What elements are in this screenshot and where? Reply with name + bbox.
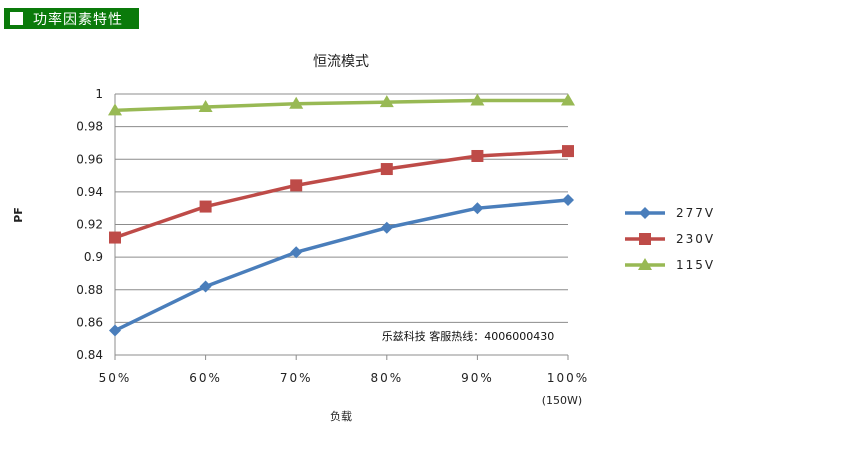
section-title: 功率因素特性	[33, 11, 123, 28]
data-point-triangle	[379, 95, 394, 108]
y-tick-label: 0.94	[76, 185, 103, 199]
data-point-diamond	[109, 324, 121, 337]
series-line-1	[114, 149, 569, 240]
legend-label: 115V	[676, 258, 715, 272]
chart-legend: 277V 230V 115V	[625, 206, 715, 272]
chart-title: 恒流模式	[313, 54, 369, 70]
data-point-square	[562, 145, 574, 158]
y-tick-label: 0.92	[76, 218, 103, 232]
y-tick-label: 0.86	[76, 315, 103, 329]
y-tick-label: 0.96	[76, 152, 103, 166]
x-tick-label: 60%	[189, 371, 222, 385]
y-tick-label: 0.98	[76, 120, 103, 134]
x-tick-label: 50%	[99, 371, 132, 385]
series-line-2	[114, 98, 568, 113]
y-axis-label: PF	[12, 207, 25, 223]
x-tick-label: 80%	[370, 371, 403, 385]
data-point-triangle	[289, 96, 304, 109]
data-point-square	[471, 149, 484, 162]
x-axis-note: (150W)	[542, 394, 582, 407]
y-axis-ticks: 0.84 0.86 0.88 0.9 0.92 0.94 0.96 0.98 1	[76, 87, 103, 362]
data-point-triangle	[108, 103, 122, 116]
y-tick-label: 0.84	[76, 348, 103, 362]
y-tick-label: 1	[95, 87, 103, 101]
data-point-diamond	[562, 194, 574, 207]
chart-annotation: 乐兹科技 客服热线：4006000430	[382, 329, 554, 343]
data-point-diamond	[380, 221, 393, 234]
data-point-square	[639, 233, 651, 245]
y-tick-label: 0.88	[76, 283, 103, 297]
data-point-triangle	[638, 258, 652, 270]
x-tick-label: 100%	[547, 371, 589, 385]
chart-series	[108, 93, 575, 337]
data-point-square	[290, 179, 303, 192]
data-point-diamond	[199, 280, 212, 293]
data-point-diamond	[639, 207, 651, 219]
data-point-square	[380, 163, 393, 176]
legend-label: 230V	[676, 232, 715, 246]
x-axis-ticks: 50% 60% 70% 80% 90% 100%	[99, 355, 589, 385]
data-point-triangle	[198, 100, 213, 113]
x-axis-label: 负载	[330, 409, 352, 423]
section-header: 功率因素特性	[4, 8, 139, 29]
checkbox-square-icon	[10, 12, 23, 25]
data-point-triangle	[470, 93, 485, 106]
data-point-square	[199, 200, 212, 213]
data-point-triangle	[561, 93, 575, 106]
x-tick-label: 90%	[461, 371, 494, 385]
x-tick-label: 70%	[280, 371, 313, 385]
y-tick-label: 0.9	[84, 250, 103, 264]
data-point-diamond	[290, 246, 303, 259]
data-point-square	[109, 231, 121, 244]
chart-grid	[114, 93, 568, 356]
series-line-0	[114, 198, 569, 333]
legend-label: 277V	[676, 206, 715, 220]
data-point-diamond	[471, 202, 484, 215]
